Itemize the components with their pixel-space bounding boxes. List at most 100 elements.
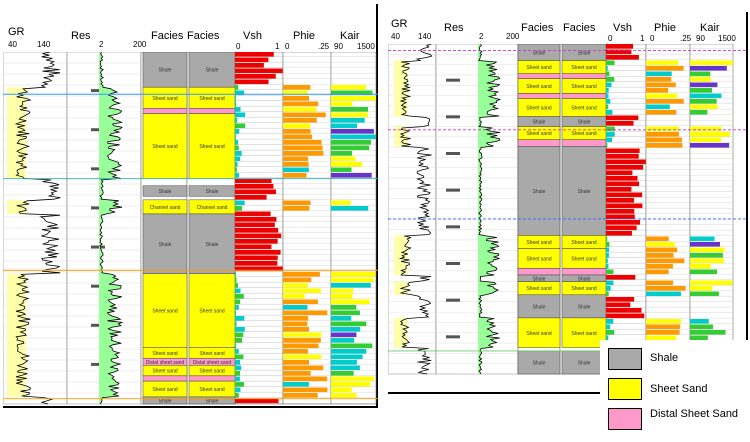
- res-track-title: Res: [444, 22, 464, 34]
- phie-bar: [646, 88, 669, 93]
- phie-bar: [283, 129, 311, 134]
- vsh-bar: [235, 200, 245, 206]
- vsh-bar: [235, 277, 237, 283]
- facies-label: Shale: [206, 242, 219, 248]
- kair-bar: [331, 354, 363, 360]
- gr-sand-fill: [394, 98, 408, 117]
- vsh-bar: [235, 90, 245, 96]
- vsh-bar: [606, 88, 609, 93]
- kair-bar: [331, 376, 375, 382]
- depth-tick: [91, 245, 105, 249]
- vsh-bar: [235, 96, 237, 101]
- phie-bar: [646, 60, 679, 66]
- facies-track-title-1: Facies: [151, 30, 184, 42]
- phie-bar: [283, 96, 309, 101]
- left-log-tracks: Shale Shale Sheet sand Sheet sand Sheet sand…: [3, 52, 378, 404]
- gr-scale-min: 40: [8, 40, 17, 49]
- phie-bar: [646, 291, 681, 297]
- phie-bar: [646, 335, 677, 341]
- vsh-bar: [606, 242, 610, 247]
- depth-tick: [446, 335, 460, 339]
- vsh-bar: [606, 115, 639, 121]
- phie-bar: [283, 200, 311, 206]
- kair-bar: [690, 324, 713, 330]
- phie-bar: [283, 305, 308, 310]
- res-scale-min: 2: [99, 40, 104, 49]
- vsh-bar: [235, 162, 238, 167]
- kair-bar: [690, 335, 708, 341]
- gr-sand-fill: [394, 73, 408, 79]
- phie-bar: [283, 343, 319, 349]
- depth-tick: [91, 362, 105, 366]
- kair-bar: [331, 272, 376, 277]
- phie-bar: [646, 71, 672, 77]
- vsh-bar: [235, 68, 283, 74]
- vsh-bar: [235, 239, 278, 244]
- facies-label: Shale: [533, 304, 546, 310]
- facies-label: Shale: [578, 304, 591, 310]
- vsh-bar: [606, 181, 640, 187]
- vsh-bar: [606, 121, 634, 126]
- vsh-bar: [606, 247, 610, 253]
- facies-label: Sheet sand: [199, 369, 225, 375]
- facies-block: [142, 185, 188, 197]
- facies-label: Sheet sand: [526, 286, 552, 292]
- vsh-bar: [235, 140, 238, 145]
- kair-scale-min: 90: [696, 34, 705, 43]
- phie-bar: [646, 137, 682, 143]
- facies-label: Shale: [159, 398, 172, 404]
- facies-block: [188, 108, 236, 114]
- phie-bar: [283, 283, 308, 288]
- res-scale-min: 2: [479, 32, 484, 41]
- vsh-bar: [235, 387, 241, 393]
- facies-label: Sheet sand: [199, 144, 225, 150]
- vsh-scale-min: 0: [608, 34, 613, 43]
- phie-bar: [283, 321, 308, 327]
- vsh-bar: [606, 60, 615, 66]
- kair-bar: [331, 145, 370, 151]
- kair-bar: [690, 82, 718, 88]
- vsh-bar: [606, 209, 635, 214]
- vsh-bar: [235, 360, 240, 365]
- vsh-scale-max: 1: [640, 34, 645, 43]
- vsh-bar: [606, 148, 640, 154]
- phie-bar: [646, 258, 685, 264]
- phie-bar: [646, 269, 669, 275]
- phie-bar: [283, 382, 309, 387]
- vsh-bar: [235, 255, 278, 261]
- kair-bar: [690, 66, 727, 71]
- kair-bar: [331, 90, 373, 96]
- facies-label: Shale: [578, 50, 591, 56]
- vsh-bar: [235, 222, 275, 228]
- facies-label: Sheet sand: [571, 286, 597, 292]
- phie-bar: [283, 349, 308, 354]
- vsh-bar: [235, 178, 272, 184]
- phie-bar: [283, 118, 317, 123]
- kair-bar: [690, 286, 713, 291]
- vsh-bar: [235, 112, 246, 118]
- vsh-bar: [606, 170, 633, 176]
- vsh-bar: [235, 151, 242, 156]
- vsh-bar: [235, 85, 239, 90]
- vsh-bar: [606, 143, 608, 148]
- vsh-bar: [606, 159, 646, 165]
- facies-label: Sheet sand: [199, 96, 225, 102]
- vsh-bar: [606, 154, 639, 159]
- vsh-bar: [606, 165, 644, 170]
- kair-bar: [331, 294, 353, 299]
- phie-track-title: Phie: [654, 22, 677, 34]
- kair-bar: [690, 77, 712, 82]
- facies-block: [517, 146, 561, 236]
- kair-bar: [331, 134, 376, 140]
- facies-label: Sheet sand: [526, 240, 552, 246]
- phie-bar: [283, 134, 313, 140]
- kair-bar: [690, 319, 709, 324]
- phie-bar: [646, 324, 681, 330]
- facies-label: Sheet sand: [571, 84, 597, 90]
- facies-label: Shale: [578, 276, 591, 282]
- phie-bar: [283, 327, 310, 332]
- vsh-bar: [606, 126, 615, 132]
- vsh-bar: [235, 261, 278, 266]
- facies-block: [517, 317, 561, 348]
- phie-bar: [283, 371, 311, 376]
